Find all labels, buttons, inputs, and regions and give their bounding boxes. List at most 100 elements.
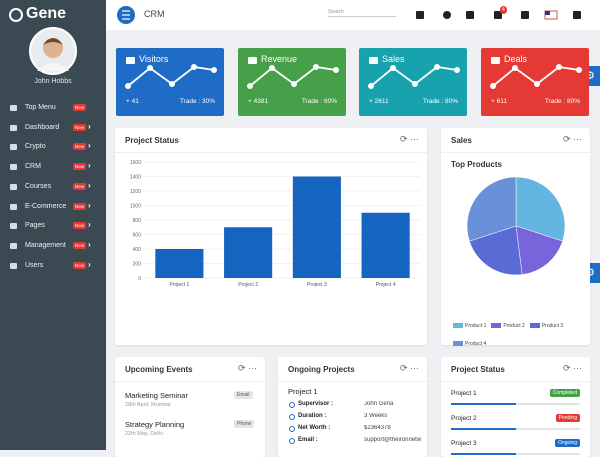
- sparkline-dot: [191, 64, 197, 70]
- stat-card: Sales + 2611 Trade : 80%: [359, 48, 467, 116]
- menu-badge: New: [73, 202, 87, 210]
- menu-item[interactable]: Courses New ›: [0, 180, 106, 194]
- bar: [155, 249, 204, 278]
- y-tick-label: 400: [133, 247, 142, 253]
- graphic: [247, 64, 339, 89]
- card-value: + 4381: [248, 98, 269, 105]
- legend-item: Product 2: [491, 323, 525, 329]
- menu-item[interactable]: Management New ›: [0, 239, 106, 253]
- menu-item[interactable]: Crypto New ›: [0, 140, 106, 154]
- topbar-icon: [573, 11, 581, 19]
- stat-card: Revenue + 4381 Trade : 60%: [238, 48, 346, 116]
- avatar-hair: [43, 38, 63, 45]
- panel-divider: [278, 381, 427, 382]
- menu-item[interactable]: Pages New ›: [0, 219, 106, 233]
- user-name: John Hobbs: [34, 78, 72, 85]
- status-project: Project 3: [451, 440, 477, 447]
- panel-title: Sales: [451, 136, 472, 145]
- menu-item[interactable]: Dashboard New ›: [0, 121, 106, 135]
- row-value: $2364378: [364, 425, 391, 431]
- sparkline-dot: [333, 67, 339, 73]
- card-icon: [369, 57, 378, 64]
- sparkline-dot: [125, 83, 131, 89]
- panel-divider: [115, 381, 265, 382]
- graphic: [9, 8, 23, 22]
- row-label: Net Worth :: [298, 425, 331, 431]
- legend-label: Product 1: [465, 323, 487, 329]
- menu-label: Top Menu: [25, 104, 56, 111]
- row-icon: [289, 414, 295, 420]
- card-value: + 611: [491, 98, 507, 105]
- graphic: [368, 64, 460, 89]
- y-tick-label: 200: [133, 261, 142, 267]
- legend: Product 1 Product 2 Product 3 Product 4: [453, 314, 583, 350]
- sparkline-dot: [247, 83, 253, 89]
- topbar-icon: [521, 11, 529, 19]
- pie-slice: [466, 176, 517, 242]
- menu-item[interactable]: Top Menu New: [0, 101, 106, 115]
- panel-actions[interactable]: ⟳ ···: [237, 363, 257, 373]
- menu-badge: New: [73, 123, 87, 131]
- sparkline-dot: [454, 67, 460, 73]
- menu-item[interactable]: Users New ›: [0, 259, 106, 273]
- graphic: [466, 176, 566, 276]
- card-value: + 41: [126, 98, 139, 105]
- panel-title: Project Status: [125, 136, 179, 145]
- panel-actions[interactable]: ⟳ ···: [399, 134, 419, 144]
- bar: [224, 227, 273, 278]
- menu-icon: [10, 124, 17, 131]
- row-label: Email :: [298, 437, 318, 443]
- event-date: 28th April, Mumbai: [125, 402, 171, 408]
- menu-icon: [10, 242, 17, 249]
- menu-icon: [10, 183, 17, 190]
- sparkline-dot: [412, 81, 418, 87]
- progress-fill: [451, 403, 516, 405]
- panel-actions[interactable]: ⟳ ···: [562, 363, 582, 373]
- bar: [361, 212, 410, 278]
- card-trade: Trade : 80%: [422, 98, 458, 105]
- topbar: CRM Search 4: [106, 0, 600, 30]
- search[interactable]: Search: [328, 9, 396, 17]
- sparkline-dot: [368, 83, 374, 89]
- progress-fill: [451, 428, 516, 430]
- menu-arrow: ›: [88, 259, 91, 269]
- panel-divider: [441, 152, 590, 153]
- menu-label: E-Commerce: [25, 202, 67, 210]
- menu-label: Users: [25, 261, 44, 269]
- menu-badge: New: [73, 241, 87, 249]
- graphic: [117, 6, 581, 24]
- row-value: 3 Weeks: [364, 413, 388, 419]
- panel-actions[interactable]: ⟳ ···: [399, 363, 419, 373]
- menu-label: Management: [25, 241, 66, 249]
- topbar-icon: [494, 11, 502, 19]
- menu-item[interactable]: CRM New ›: [0, 160, 106, 174]
- status-project: Project 1: [451, 390, 477, 397]
- menu-badge: New: [73, 104, 87, 111]
- x-tick-label: Project 3: [307, 282, 327, 288]
- menu-arrow: ›: [88, 121, 91, 131]
- panel-title: Project Status: [451, 365, 505, 374]
- card-trade: Trade : 30%: [179, 98, 215, 105]
- panel-actions[interactable]: ⟳ ···: [562, 134, 582, 144]
- card-title: Deals: [504, 54, 528, 64]
- menu-icon: [10, 262, 17, 269]
- event-tag: Phone: [234, 420, 255, 428]
- menu-item[interactable]: E-Commerce New ›: [0, 200, 106, 214]
- menu-icon: [10, 105, 17, 111]
- chart-title: Top Products: [451, 160, 502, 169]
- menu-badge: New: [73, 182, 87, 190]
- card-icon: [491, 57, 500, 64]
- legend-swatch: [491, 323, 502, 328]
- y-tick-label: 600: [133, 232, 142, 238]
- menu-badge: New: [73, 261, 87, 269]
- pie-slice: [515, 176, 566, 242]
- row-icon: [289, 438, 295, 444]
- row-value: John Gena: [364, 401, 394, 407]
- sidebar: Gene John Hobbs Top Menu New Dashboard New › Cr…: [0, 0, 106, 450]
- sparkline-dot: [576, 67, 582, 73]
- event-name: Strategy Planning: [125, 420, 185, 429]
- card-title: Sales: [382, 54, 405, 64]
- status-badge: Completed: [549, 389, 580, 397]
